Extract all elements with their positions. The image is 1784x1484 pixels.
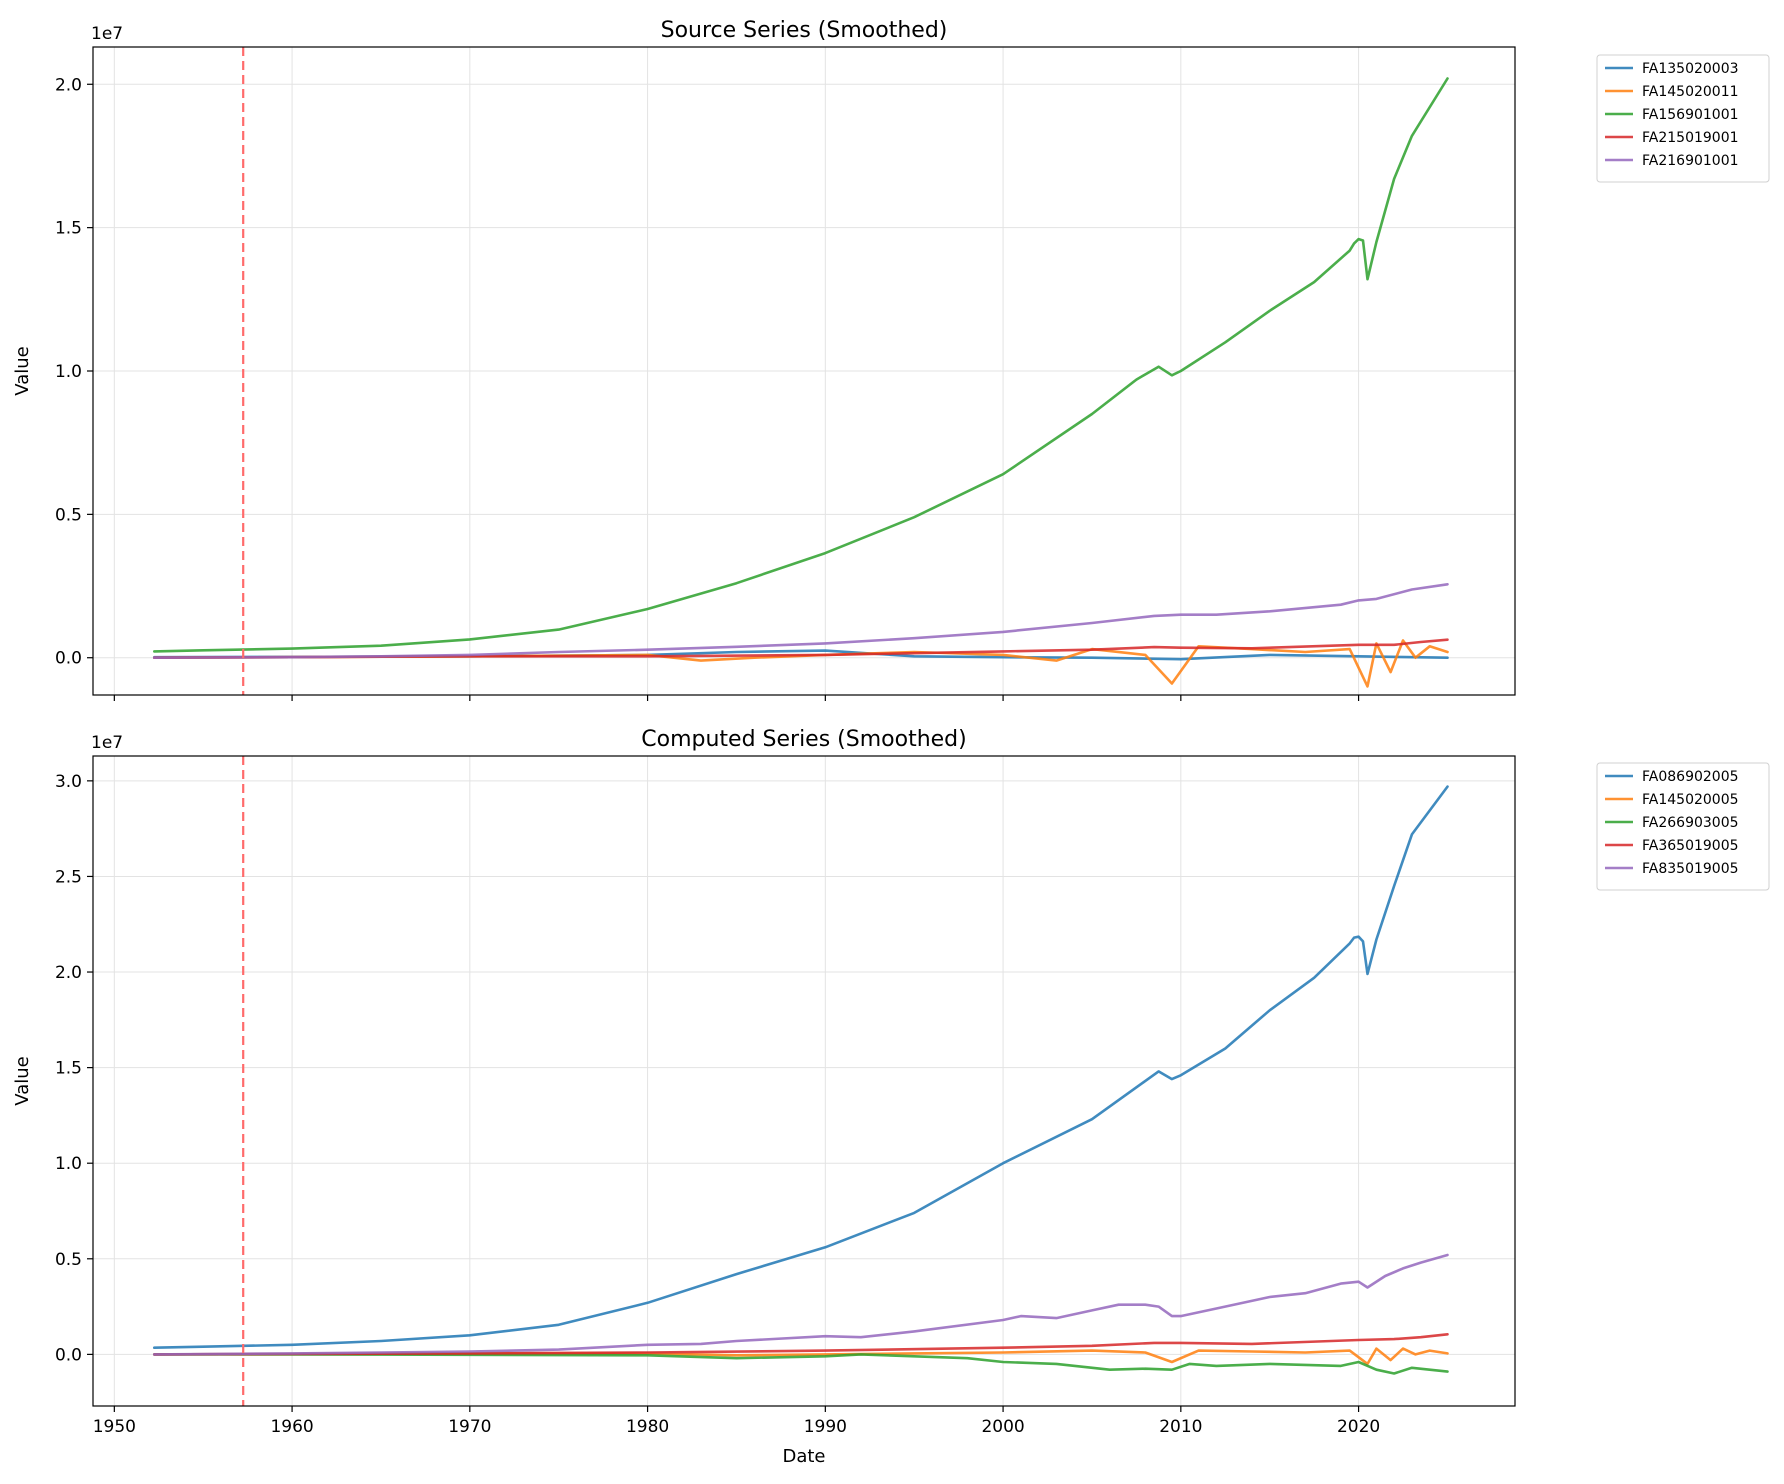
y-tick-label: 2.5 [55, 867, 82, 887]
x-tick-label: 2020 [1337, 1417, 1380, 1437]
legend-entry-label: FA086902005 [1642, 769, 1739, 785]
legend-entry-label: FA156901001 [1642, 107, 1739, 123]
plot-area [153, 77, 1449, 688]
series-line-FA145020011 [153, 639, 1449, 688]
y-tick-label: 0.5 [55, 505, 82, 525]
y-tick-label: 0.0 [55, 649, 82, 669]
chart-title: Source Series (Smoothed) [661, 18, 948, 43]
y-tick-label: 1.0 [55, 362, 82, 382]
y-axis-label: Value [12, 346, 33, 395]
plot-frame [92, 755, 1516, 1407]
legend-entry-label: FA145020005 [1642, 792, 1739, 808]
legend-box [1596, 762, 1770, 891]
source-series-chart: 0.0 0.5 1.0 1.5 2.0 1e7 Source Series (Smoothe… [12, 18, 1770, 701]
legend-entry-label: FA835019005 [1642, 861, 1739, 877]
legend: FA135020003 FA145020011 FA156901001 FA21501… [1596, 54, 1770, 183]
y-tick-label: 3.0 [55, 772, 82, 792]
legend: FA086902005 FA145020005 FA266903005 FA36501… [1596, 762, 1770, 891]
x-tick-label: 1950 [93, 1417, 136, 1437]
series-line-FA215019001 [153, 638, 1449, 660]
y-tick-label: 2.0 [55, 75, 82, 95]
y-tick-label: 0.5 [55, 1250, 82, 1270]
y-axis-label: Value [12, 1056, 33, 1105]
legend-box [1596, 54, 1770, 183]
x-tick-label: 1970 [448, 1417, 491, 1437]
series-line-FA365019005 [153, 1333, 1449, 1356]
series-line-FA835019005 [153, 1253, 1449, 1356]
computed-series-chart: 1950 1960 1970 1980 1990 2000 2010 2020 0.0 0.5 1.… [12, 727, 1770, 1467]
y-tick-label: 0.0 [55, 1345, 82, 1365]
series-line-FA086902005 [153, 785, 1449, 1349]
y-tick-label: 1.0 [55, 1154, 82, 1174]
legend-entry-label: FA216901001 [1642, 153, 1739, 169]
series-line-FA266903005 [153, 1353, 1449, 1375]
x-tick-label: 1980 [626, 1417, 669, 1437]
legend-entry-label: FA266903005 [1642, 815, 1739, 831]
y-offset-label: 1e7 [91, 24, 123, 44]
legend-entry-label: FA215019001 [1642, 130, 1739, 146]
legend-entry-label: FA135020003 [1642, 61, 1739, 77]
plot-area [153, 785, 1449, 1375]
y-tick-label: 1.5 [55, 1059, 82, 1079]
y-tick-label: 2.0 [55, 963, 82, 983]
x-tick-label: 1960 [270, 1417, 313, 1437]
x-tick-label: 2010 [1159, 1417, 1202, 1437]
series-line-FA216901001 [153, 582, 1449, 660]
y-offset-label: 1e7 [91, 733, 123, 753]
x-axis-label: Date [782, 1446, 825, 1467]
y-tick-label: 1.5 [55, 219, 82, 239]
chart-title: Computed Series (Smoothed) [641, 727, 966, 752]
legend-entry-label: FA145020011 [1642, 84, 1739, 100]
series-line-FA145020005 [153, 1347, 1449, 1366]
series-line-FA156901001 [153, 77, 1449, 653]
x-tick-label: 2000 [981, 1417, 1024, 1437]
x-tick-label: 1990 [804, 1417, 847, 1437]
legend-entry-label: FA365019005 [1642, 838, 1739, 854]
